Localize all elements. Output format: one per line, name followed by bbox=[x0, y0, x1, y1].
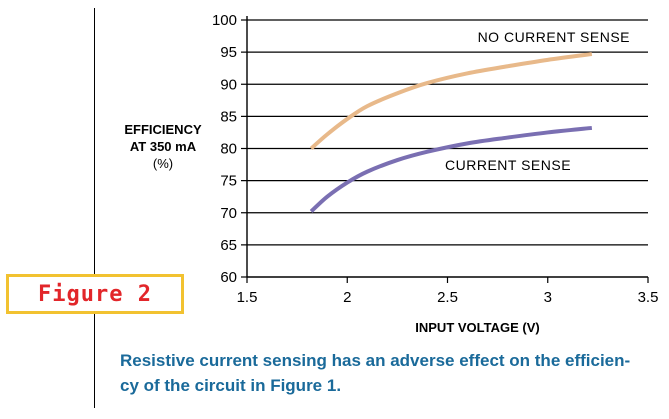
y-tick-label: 60 bbox=[220, 269, 237, 286]
y-axis-label-line: (%) bbox=[153, 156, 173, 171]
y-tick-label: 95 bbox=[220, 44, 237, 61]
x-tick-label: 1.5 bbox=[237, 289, 258, 306]
y-axis-label-line: EFFICIENCY bbox=[124, 122, 202, 137]
axes bbox=[241, 16, 649, 283]
x-tick-label: 3 bbox=[544, 289, 552, 306]
series-label: CURRENT SENSE bbox=[445, 157, 571, 173]
y-axis-label-line: AT 350 mA bbox=[130, 139, 197, 154]
x-axis-label: INPUT VOLTAGE (V) bbox=[415, 320, 539, 335]
margin-rule bbox=[94, 8, 95, 408]
series-lines bbox=[309, 52, 593, 213]
series-line-no-current-sense bbox=[309, 52, 593, 151]
x-tick-label: 2.5 bbox=[437, 289, 458, 306]
y-tick-label: 85 bbox=[220, 108, 237, 125]
y-tick-label: 65 bbox=[220, 237, 237, 254]
y-tick-label: 75 bbox=[220, 173, 237, 190]
y-axis-label: EFFICIENCY AT 350 mA (%) bbox=[124, 122, 202, 171]
series-label: NO CURRENT SENSE bbox=[478, 29, 630, 45]
caption-line-1: Resistive current sensing has an adverse… bbox=[120, 351, 631, 370]
figure-label: Figure 2 bbox=[6, 274, 184, 314]
y-tick-label: 80 bbox=[220, 141, 237, 158]
y-tick-label: 70 bbox=[220, 205, 237, 222]
x-tick-label: 3.5 bbox=[638, 289, 659, 306]
axis-labels: EFFICIENCY AT 350 mA (%) INPUT VOLTAGE (V) bbox=[124, 122, 539, 335]
figure-caption: Resistive current sensing has an adverse… bbox=[120, 348, 660, 398]
y-tick-label: 90 bbox=[220, 76, 237, 93]
series-line-current-sense bbox=[309, 125, 593, 213]
x-tick-label: 2 bbox=[343, 289, 351, 306]
series-labels: NO CURRENT SENSE CURRENT SENSE bbox=[445, 29, 630, 173]
caption-line-2: cy of the circuit in Figure 1. bbox=[120, 376, 342, 395]
tick-labels: 100 95 90 85 80 75 70 65 601.5 2 2.5 3 3.5 bbox=[212, 12, 658, 306]
y-tick-label: 100 bbox=[212, 12, 237, 29]
